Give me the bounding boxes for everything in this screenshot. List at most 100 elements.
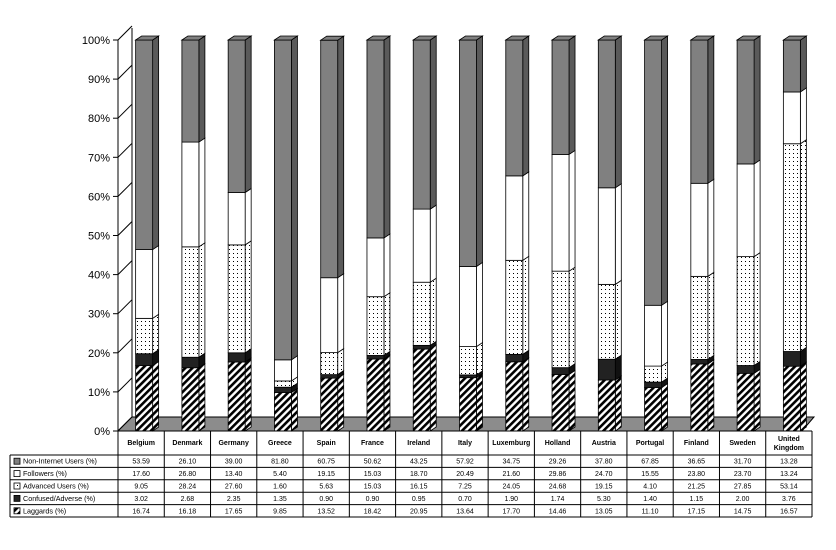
bar-segment-side — [383, 291, 391, 357]
bar-segment-side — [568, 266, 576, 369]
bar-top — [411, 35, 438, 41]
table-cell: 13.28 — [780, 459, 798, 466]
bar-top — [273, 35, 299, 41]
bar-segment — [459, 374, 477, 379]
bar-segment-side — [291, 387, 298, 432]
bar-stack — [735, 35, 762, 432]
bar-stack — [226, 35, 253, 432]
table-cell: 15.03 — [364, 484, 382, 491]
bar-segment — [736, 163, 755, 258]
bar-segment-side — [244, 35, 252, 194]
category-label: Portugal — [636, 440, 664, 447]
y-tick-label: 30% — [88, 309, 110, 321]
bar-stack — [273, 35, 299, 432]
category-label: France — [361, 440, 384, 447]
bar-segment-side — [244, 187, 252, 246]
bar-segment — [644, 381, 662, 388]
bar-segment — [690, 363, 709, 432]
bar-segment-side — [522, 35, 530, 177]
bar-segment-side — [661, 382, 668, 432]
bar-segment-side — [383, 233, 391, 298]
bar-stack — [550, 35, 577, 432]
table-cell: 0.70 — [458, 496, 472, 503]
category-label: Italy — [458, 440, 472, 447]
bar-segment — [551, 374, 570, 432]
bar-segment — [782, 351, 801, 367]
table-cell: 2.35 — [227, 496, 241, 503]
bar-segment-side — [337, 272, 345, 354]
bar-segment — [505, 39, 524, 177]
legend-swatch — [13, 507, 21, 515]
table-cell: 26.80 — [179, 471, 197, 478]
bar-segment — [597, 39, 616, 189]
legend-row-label: Laggards (%) — [23, 506, 66, 515]
bar-top — [735, 35, 762, 41]
bar-segment — [690, 182, 709, 277]
bar-segment-side — [476, 35, 483, 268]
table-cell: 24.05 — [503, 484, 521, 491]
table-cell: 2.68 — [181, 496, 195, 503]
bar-top — [550, 35, 577, 41]
table-cell: 60.75 — [317, 459, 335, 466]
bar-segment-side — [198, 137, 206, 248]
bar-segment — [227, 352, 246, 363]
category-label: United — [778, 436, 800, 443]
table-cell: 24.70 — [595, 471, 613, 478]
table-cell: 1.60 — [273, 484, 287, 491]
bar-top — [596, 35, 623, 41]
bar-segment-side — [753, 35, 761, 165]
table-cell: 1.35 — [273, 496, 287, 503]
bar-top — [365, 35, 392, 41]
bar-segment — [366, 39, 385, 239]
legend-row-label: Confused/Adverse (%) — [23, 494, 95, 503]
bar-segment-side — [429, 344, 437, 432]
bar-segment-side — [707, 271, 715, 361]
bar-segment — [274, 39, 292, 361]
table-cell: 31.70 — [734, 459, 752, 466]
bar-segment-side — [522, 255, 530, 356]
bar-segment — [782, 365, 801, 432]
bar-segment — [412, 208, 431, 283]
bar-segment-side — [753, 159, 761, 258]
table-cell: 23.70 — [734, 471, 752, 478]
bar-segment-side — [244, 357, 252, 432]
table-cell: 17.15 — [688, 508, 706, 515]
bar-segment — [597, 283, 616, 360]
bar-segment-side — [799, 87, 807, 145]
bar-stack — [689, 35, 716, 432]
table-cell: 29.26 — [549, 459, 567, 466]
table-cell: 7.25 — [458, 484, 472, 491]
bar-segment — [597, 358, 616, 381]
bar-top — [689, 35, 716, 41]
table-cell: 16.57 — [780, 508, 798, 515]
table-cell: 21.25 — [688, 484, 706, 491]
bar-segment — [366, 355, 385, 360]
table-cell: 53.59 — [132, 459, 150, 466]
bar-segment — [135, 353, 154, 366]
table-cell: 24.68 — [549, 484, 567, 491]
table-cell: 37.80 — [595, 459, 613, 466]
table-cell: 1.15 — [690, 496, 704, 503]
bar-segment-side — [568, 149, 576, 272]
bar-segment — [459, 39, 477, 267]
y-tick-depth — [117, 299, 133, 315]
bar-segment — [181, 246, 200, 358]
bar-segment-side — [244, 240, 252, 354]
bar-segment-side — [198, 35, 206, 143]
table-cell: 13.24 — [780, 471, 798, 478]
bar-segment — [644, 365, 662, 383]
bar-segment — [181, 367, 200, 432]
table-cell: 17.60 — [132, 471, 150, 478]
y-tick-depth — [117, 260, 133, 275]
bar-segment-side — [614, 35, 622, 189]
bar-segment-side — [707, 178, 715, 278]
y-tick-depth — [117, 182, 133, 197]
bar-segment-side — [799, 138, 807, 353]
y-tick-label: 80% — [88, 113, 110, 125]
bar-segment-side — [568, 35, 576, 156]
bar-segment-side — [753, 368, 761, 432]
bar-top — [134, 35, 160, 41]
y-tick-label: 0% — [94, 426, 110, 438]
bar-segment-side — [476, 341, 483, 376]
